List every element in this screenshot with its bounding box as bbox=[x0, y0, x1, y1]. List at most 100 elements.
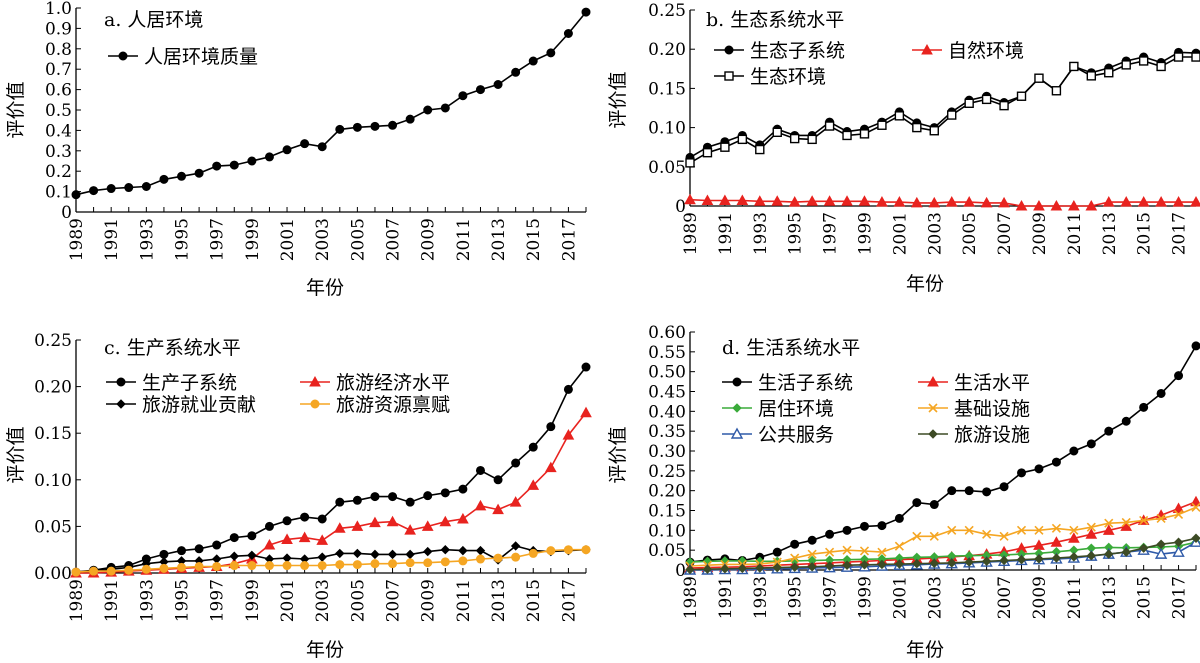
panel-c-grid-layer: 0.00 0.05 0.10 0.15 0.20 0.25 1989 1991 1993 1995… bbox=[34, 331, 592, 622]
panel-d-legend-label: 生活子系统 bbox=[758, 372, 853, 394]
panel-d-data-point bbox=[999, 531, 1009, 541]
panel-c-legend-marker bbox=[116, 399, 126, 409]
panel-c-data-point bbox=[387, 549, 398, 560]
panel-b-data-point bbox=[1086, 71, 1097, 81]
panel-d-grid-layer: 00.050.100.150.200.250.300.350.400.450.5… bbox=[648, 323, 1200, 619]
panel-d-data-point bbox=[859, 521, 869, 531]
panel-b-data-point bbox=[980, 196, 993, 208]
panel-b-series-2 bbox=[685, 52, 1200, 168]
panel-d-xtick-label: 2003 bbox=[925, 576, 945, 619]
panel-b-data-point bbox=[1137, 196, 1150, 207]
panel-d-ytick-label: 0 bbox=[675, 561, 686, 581]
panel-b-data-point bbox=[999, 100, 1009, 111]
panel-d-series-line bbox=[689, 501, 1197, 569]
panel-b-data-point bbox=[737, 134, 748, 145]
panel-b-ytick-label: 0.25 bbox=[648, 1, 686, 21]
panel-b-legend-marker bbox=[921, 43, 933, 55]
panel-a-data-point bbox=[528, 56, 538, 66]
panel-d-data-point bbox=[1034, 554, 1044, 564]
panel-b-data-point bbox=[702, 147, 713, 158]
panel-a-ytick-label: 0.4 bbox=[45, 121, 72, 141]
panel-c-ytick-label: 0.10 bbox=[34, 471, 72, 491]
panel-d-ytick-label: 0.55 bbox=[648, 343, 686, 363]
panel-a-data-point bbox=[493, 80, 503, 89]
panel-b-xtick-label: 2001 bbox=[890, 212, 910, 255]
panel-b-data-point bbox=[1120, 196, 1133, 207]
panel-d-legend-marker bbox=[732, 377, 742, 387]
panel-b-data-point bbox=[1033, 199, 1045, 211]
panel-d-data-point bbox=[1069, 552, 1079, 562]
panel-c-data-point bbox=[194, 561, 204, 571]
panel-c-ytick-label: 0.20 bbox=[34, 378, 72, 398]
panel-a-ytick-label: 0.2 bbox=[45, 162, 72, 182]
panel-d-data-point bbox=[912, 498, 922, 508]
panel-c-data-point bbox=[264, 561, 274, 571]
panel-c-data-point bbox=[440, 488, 450, 498]
panel-c-data-point bbox=[439, 515, 452, 527]
panel-d-data-point bbox=[1104, 426, 1114, 436]
panel-d-xtick-label: 2001 bbox=[890, 576, 910, 619]
panel-b-data-point bbox=[1015, 199, 1028, 211]
panel-b-data-point bbox=[1172, 196, 1185, 207]
panel-b-data-point bbox=[806, 195, 818, 206]
panel-d-xtick-label: 1999 bbox=[855, 576, 875, 619]
panel-c-data-point bbox=[528, 548, 538, 558]
panel-a-title: a. 人居环境 bbox=[104, 9, 203, 31]
panel-c-data-point bbox=[352, 495, 362, 505]
panel-c-data-point bbox=[511, 458, 521, 468]
panel-d-data-point bbox=[772, 557, 782, 567]
panel-c-data-point bbox=[405, 558, 415, 568]
panel-c-data-point bbox=[509, 496, 522, 507]
panel-b-data-point bbox=[1190, 196, 1200, 207]
panel-c: 0.00 0.05 0.10 0.15 0.20 0.25 1989 1991 1993 1995… bbox=[5, 331, 592, 661]
panel-c-data-point bbox=[351, 520, 364, 531]
panel-a-data-point bbox=[563, 29, 573, 38]
panel-c-ytick-label: 0.05 bbox=[34, 517, 72, 537]
panel-d-data-point bbox=[877, 559, 887, 570]
panel-c-data-point bbox=[370, 549, 380, 560]
panel-d-data-point bbox=[912, 531, 922, 541]
panel-c-series-3 bbox=[71, 545, 591, 577]
panel-b-xtick-label: 2015 bbox=[1135, 212, 1155, 255]
panel-c-data-point bbox=[423, 558, 433, 568]
panel-a-xtick-label: 1991 bbox=[102, 218, 122, 261]
panel-b-xtick-label: 1997 bbox=[821, 212, 841, 255]
panel-a-data-point bbox=[458, 91, 468, 101]
panel-d-data-point bbox=[1085, 528, 1098, 539]
panel-d-data-point bbox=[981, 556, 992, 566]
panel-d-legend-marker bbox=[732, 403, 742, 413]
panel-d-data-point bbox=[1191, 341, 1200, 351]
panel-d-xtick-label: 2009 bbox=[1030, 576, 1050, 619]
panel-d-data-point bbox=[772, 562, 782, 573]
panel-d-xtick-label: 1989 bbox=[681, 576, 701, 619]
panel-a-ytick-label: 0.1 bbox=[45, 183, 72, 203]
panel-d-legend-label: 公共服务 bbox=[758, 424, 834, 446]
panel-c-data-point bbox=[386, 515, 399, 527]
panel-b-data-point bbox=[755, 144, 765, 155]
panel-c-series-line bbox=[75, 548, 586, 573]
panel-b-data-point bbox=[719, 194, 731, 206]
panel-c-xtick-label: 2017 bbox=[559, 579, 579, 622]
panel-d-data-point bbox=[1156, 539, 1166, 549]
panel-c-data-point bbox=[563, 384, 573, 394]
panel-d-series-line bbox=[689, 537, 1197, 571]
panel-b-data-point bbox=[1016, 91, 1027, 101]
panel-c-data-point bbox=[335, 497, 345, 507]
panel-b-data-point bbox=[947, 110, 957, 120]
panel-c-data-point bbox=[281, 533, 293, 544]
panel-b-ylabel: 评价值 bbox=[607, 71, 629, 128]
panel-d-data-point bbox=[859, 560, 870, 570]
panel-d-data-point bbox=[1069, 446, 1079, 456]
panel-b-data-point bbox=[998, 196, 1010, 208]
panel-a-xtick-label: 1993 bbox=[137, 218, 157, 261]
panel-d-legend-marker bbox=[928, 403, 938, 413]
panel-b-xtick-label: 2007 bbox=[995, 212, 1015, 255]
panel-c-data-point bbox=[423, 546, 433, 557]
panel-c-data-point bbox=[263, 539, 276, 550]
panel-d-data-point bbox=[1156, 388, 1166, 398]
panel-a: 00.10.20.30.40.50.60.70.80.91.0 1989 1991 1… bbox=[5, 0, 591, 299]
panel-a-xtick-label: 2003 bbox=[313, 218, 333, 261]
panel-a-data-point bbox=[511, 67, 521, 77]
panel-c-data-point bbox=[388, 492, 398, 502]
panel-a-legend-marker bbox=[118, 51, 128, 61]
